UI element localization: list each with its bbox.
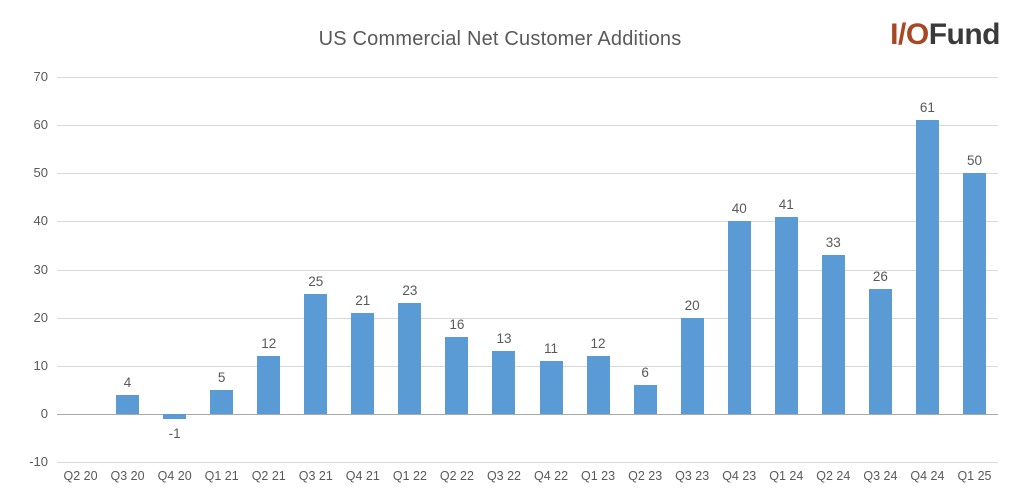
brand-logo-io: I/O (890, 18, 929, 51)
zero-axis-line (57, 413, 998, 415)
gridline (57, 462, 998, 463)
bar (868, 288, 892, 414)
x-tick-label: Q2 23 (628, 469, 663, 483)
y-tick-label: 20 (33, 309, 48, 325)
y-tick-label: 0 (40, 405, 48, 421)
y-tick-label: -10 (29, 454, 48, 469)
gridline (57, 365, 998, 367)
gridline (57, 77, 998, 78)
bar (116, 394, 140, 414)
y-tick-label: 70 (33, 69, 48, 84)
x-tick-label: Q1 25 (957, 469, 992, 483)
x-tick-label: Q1 24 (769, 469, 804, 483)
bar (492, 351, 516, 414)
bar-value-label: 16 (449, 316, 465, 332)
bar (774, 216, 798, 414)
chart-title: US Commercial Net Customer Additions (318, 28, 682, 50)
bar (962, 173, 986, 414)
bar-value-label: 12 (590, 336, 606, 352)
bar (304, 293, 328, 414)
bar-value-label: 23 (402, 283, 418, 299)
bar-value-label: 13 (496, 331, 512, 347)
x-tick-label: Q1 23 (581, 469, 616, 483)
x-tick-label: Q4 21 (345, 469, 380, 483)
brand-logo-fund: Fund (928, 18, 1001, 51)
bar-value-label: 21 (355, 292, 371, 308)
x-tick-label: Q2 21 (251, 469, 286, 483)
x-tick-label: Q3 22 (486, 469, 521, 483)
x-tick-label: Q1 22 (392, 469, 427, 483)
x-tick-label: Q2 22 (439, 469, 474, 483)
x-tick-label: Q3 20 (110, 469, 145, 483)
bar-value-label: 41 (778, 196, 794, 212)
bar (163, 413, 187, 419)
bar (539, 360, 563, 414)
bar (680, 317, 704, 414)
y-tick-label: 50 (33, 165, 48, 181)
x-tick-label: Q3 21 (298, 469, 333, 483)
x-tick-label: Q4 23 (722, 469, 757, 483)
x-tick-label: Q3 23 (675, 469, 710, 483)
bar (445, 336, 469, 414)
bar (633, 385, 657, 414)
bar-value-label: 4 (123, 374, 132, 390)
bar-value-label: 12 (261, 336, 277, 352)
gridline (57, 269, 998, 271)
x-tick-label: Q1 21 (204, 469, 239, 483)
bar-value-label: 33 (825, 235, 841, 251)
x-tick-label: Q4 24 (910, 469, 945, 483)
bar (351, 312, 375, 414)
bar-value-label: 25 (308, 273, 324, 289)
bar (398, 303, 422, 414)
gridline (57, 317, 998, 319)
x-tick-label: Q3 24 (863, 469, 898, 483)
bar (210, 389, 234, 414)
bar-value-label: 40 (731, 201, 747, 217)
x-tick-label: Q2 24 (816, 469, 851, 483)
bar-value-label: 26 (872, 268, 888, 284)
bar-value-label: 50 (966, 153, 982, 169)
bar-value-label: -1 (168, 425, 181, 441)
gridline (57, 173, 998, 175)
brand-logo: I/OFund (890, 18, 1000, 52)
gridline (57, 125, 998, 127)
bar (727, 221, 751, 414)
bar-value-label: 5 (217, 369, 226, 385)
bar-value-label: 6 (641, 365, 649, 380)
x-tick-label: Q4 20 (157, 469, 192, 483)
y-tick-label: 60 (33, 117, 48, 133)
y-tick-label: 30 (33, 261, 48, 277)
bar-value-label: 20 (684, 297, 700, 313)
y-tick-label: 40 (33, 213, 48, 229)
y-tick-label: 10 (33, 357, 48, 373)
bar (821, 255, 845, 414)
x-tick-label: Q4 22 (533, 469, 569, 483)
bar-value-label: 11 (544, 340, 559, 356)
bar (915, 120, 939, 414)
x-tick-label: Q2 20 (63, 469, 98, 483)
bar (586, 356, 610, 414)
gridline (57, 221, 998, 223)
bar (257, 356, 281, 414)
bar-value-label: 61 (919, 100, 935, 116)
